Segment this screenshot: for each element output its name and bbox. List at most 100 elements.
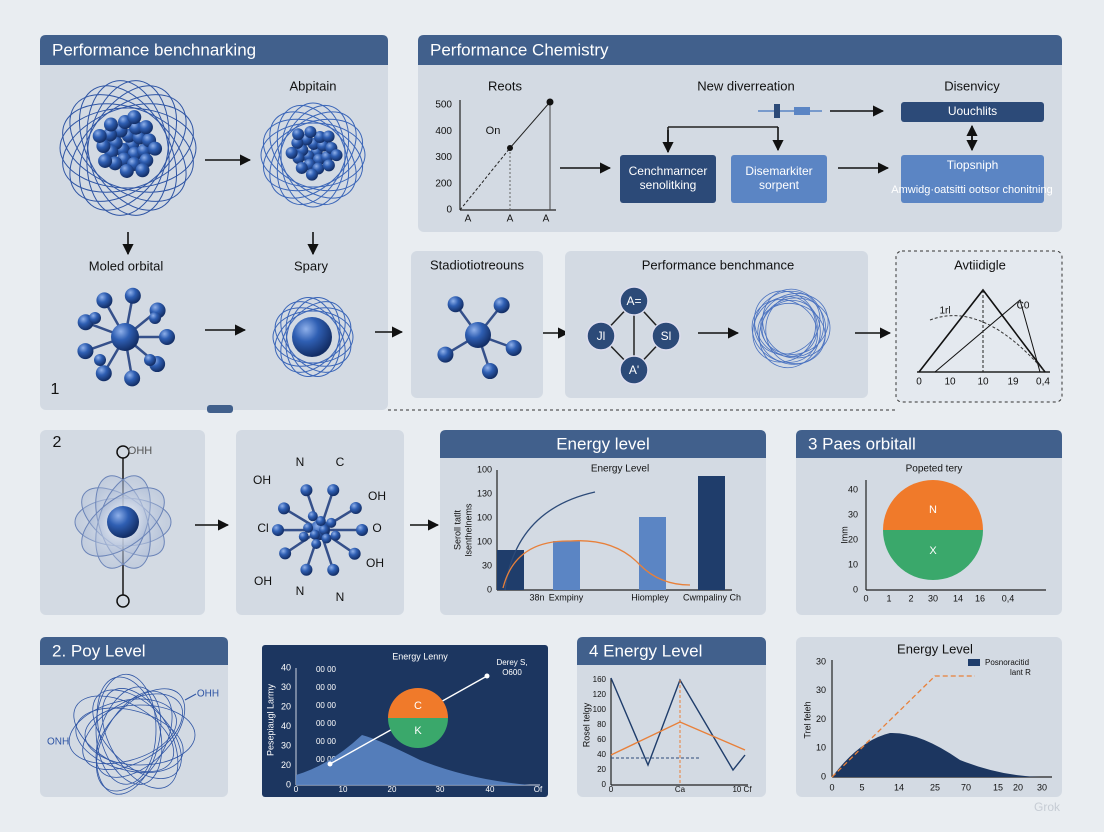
atom: [505, 340, 522, 357]
tick-label: 0: [863, 593, 868, 603]
curve: [296, 735, 530, 785]
label: OH: [254, 574, 272, 588]
tick-label: A: [507, 214, 514, 225]
panel-title: Performance benchnarking: [52, 40, 256, 59]
tick-label: 30: [816, 685, 826, 695]
tick-label: 20: [388, 785, 397, 794]
point: [327, 761, 333, 767]
point: [484, 673, 490, 679]
pie-slice: [388, 718, 448, 748]
orbit: [269, 111, 357, 199]
icon: [794, 107, 810, 115]
atom-ring: [116, 445, 130, 459]
orbit: [280, 102, 346, 208]
orbit: [269, 111, 357, 199]
box: Disemarkiter sorpent: [731, 155, 827, 203]
atom: [322, 130, 335, 143]
orbit: [62, 103, 194, 193]
tick-label: 0: [487, 584, 492, 594]
orbit: [765, 295, 827, 365]
curve: [831, 675, 975, 778]
orbit: [92, 689, 182, 779]
label: OHH: [197, 689, 219, 700]
orbit: [285, 297, 341, 377]
label: Popeted tery: [906, 464, 963, 475]
panel-header: [418, 35, 1062, 65]
curve: [934, 299, 1041, 373]
tick-label: 20: [597, 765, 606, 774]
orbit: [754, 290, 821, 355]
label: Rosel telgy: [581, 702, 591, 747]
orbit: [78, 85, 178, 211]
atom: [98, 153, 113, 168]
tick-label: 00 00: [316, 719, 337, 728]
tick-label: 0: [602, 780, 607, 789]
node: [586, 321, 616, 351]
atom: [327, 484, 340, 497]
atom: [298, 531, 309, 542]
bar: [553, 541, 580, 590]
orbit: [68, 698, 177, 765]
atom: [124, 370, 141, 387]
orbit: [69, 94, 187, 202]
curve: [502, 540, 691, 589]
tick-label: 100: [477, 536, 492, 546]
tick-label: 200: [435, 178, 452, 189]
tick-label: 30: [816, 656, 826, 666]
tick-label: 20: [281, 760, 291, 770]
atom: [437, 346, 454, 363]
pie-slice: [388, 688, 448, 718]
tick-label: 130: [477, 488, 492, 498]
point: [507, 145, 513, 151]
box-label: Cenchmarncer senolitking: [620, 155, 716, 203]
label: OH: [368, 489, 386, 503]
box: Uouchlits: [901, 102, 1044, 122]
orbit: [84, 704, 196, 766]
panel-header: [40, 35, 388, 65]
node: [619, 355, 649, 385]
watermark: Grok: [1034, 800, 1061, 814]
tick-label: 160: [593, 675, 607, 684]
atom: [307, 511, 318, 522]
tick-label: 100: [477, 464, 492, 474]
tick-label: 0: [829, 782, 834, 792]
atom: [149, 312, 161, 324]
orbit: [82, 693, 183, 770]
node: [619, 286, 649, 316]
tick-label: 00 00: [316, 755, 337, 764]
orbit: [69, 94, 187, 202]
orbit: [272, 310, 354, 364]
tick-label: 40: [281, 721, 291, 731]
atom: [322, 159, 335, 172]
box-label: Disemarkiter sorpent: [731, 155, 827, 203]
tick-label: 40: [848, 484, 858, 494]
tick-label: Of: [534, 785, 543, 794]
atom: [103, 117, 118, 132]
atom: [278, 502, 291, 515]
tick-label: 5: [859, 782, 864, 792]
trend: [459, 147, 511, 211]
tick-label: 20: [1013, 782, 1023, 792]
orbit: [95, 688, 186, 778]
label: Seroll tatlt: [452, 509, 462, 550]
label: lant R: [1010, 668, 1031, 677]
panel-header: [440, 430, 766, 458]
atom: [285, 146, 298, 159]
atom: [314, 130, 327, 143]
atom: [330, 530, 341, 541]
orbit: [285, 297, 341, 377]
label: Jl: [597, 329, 606, 343]
label: N: [336, 590, 345, 604]
tick-label: 0: [446, 205, 452, 216]
atom: [327, 563, 340, 576]
panel-header: [796, 430, 1062, 458]
tick-label: 0: [286, 779, 291, 789]
tick-label: A: [465, 214, 472, 225]
panel: [895, 250, 1063, 403]
tick-label: 14: [953, 593, 963, 603]
label: New diverreation: [697, 78, 795, 93]
atom-ring: [116, 594, 130, 608]
panel-title: Performance Chemistry: [430, 40, 609, 59]
atom: [89, 312, 101, 324]
